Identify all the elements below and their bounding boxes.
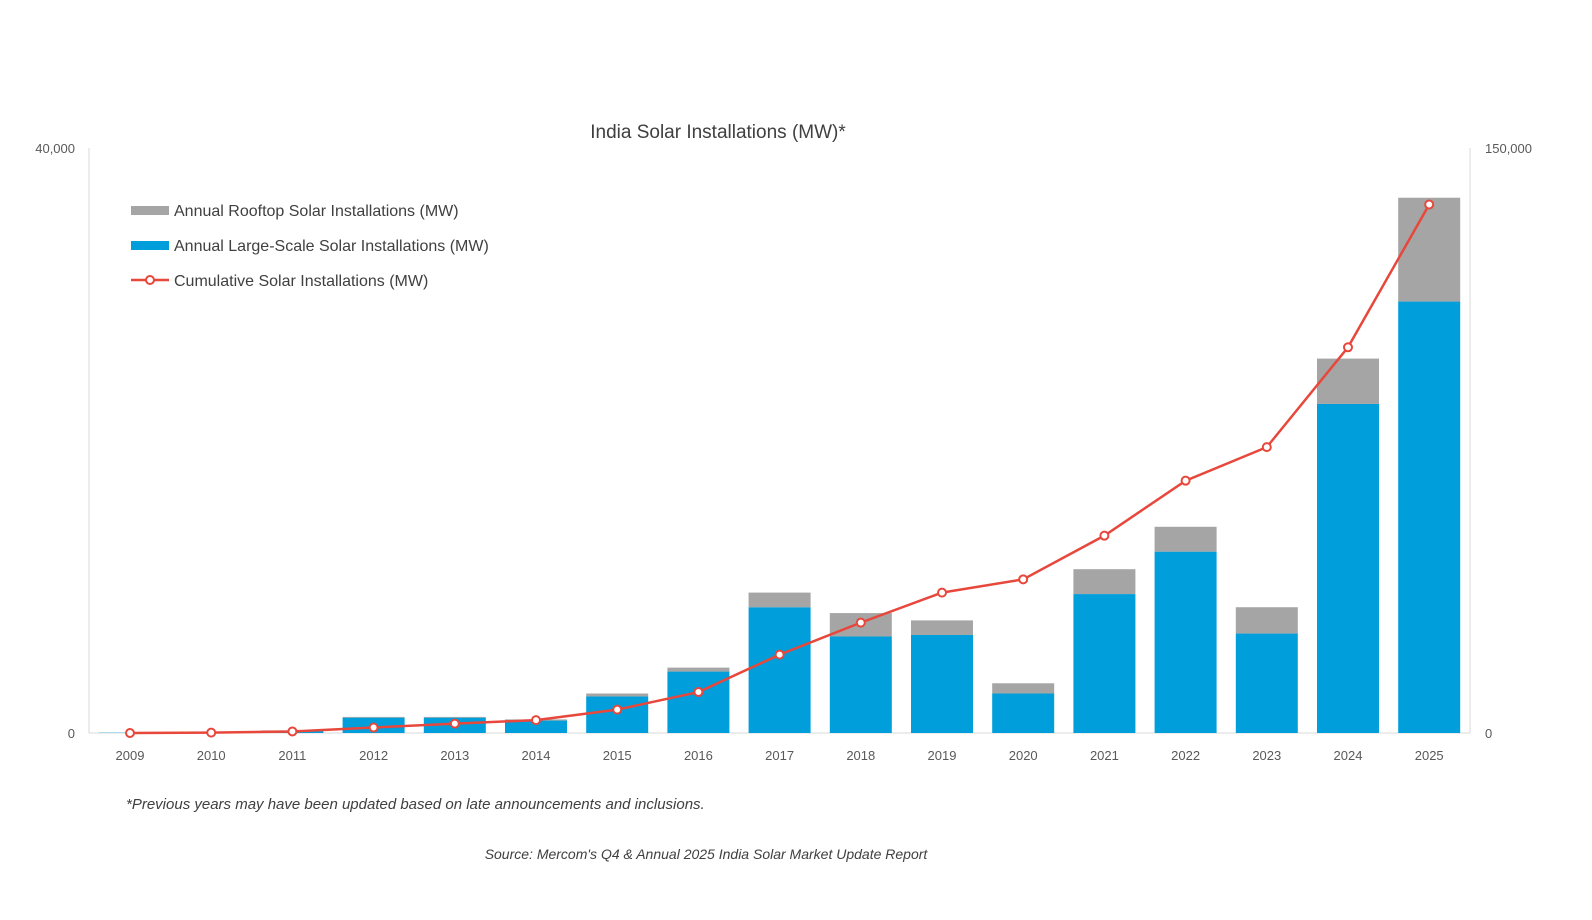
cumulative-point-2009 — [126, 729, 134, 737]
cumulative-point-2023 — [1263, 443, 1271, 451]
cumulative-point-2024 — [1344, 343, 1352, 351]
legend-label-large-scale: Annual Large-Scale Solar Installations (… — [174, 238, 489, 255]
bar-large-scale-2019 — [911, 635, 973, 733]
bar-large-scale-2015 — [586, 696, 648, 733]
cumulative-point-2014 — [532, 716, 540, 724]
cumulative-point-2025 — [1425, 201, 1433, 209]
cumulative-point-2013 — [451, 720, 459, 728]
bar-rooftop-2016 — [667, 668, 729, 672]
legend-marker-cumulative — [146, 276, 154, 284]
bar-rooftop-2024 — [1317, 359, 1379, 404]
chart-title: India Solar Installations (MW)* — [590, 122, 846, 143]
x-tick-label: 2010 — [197, 748, 226, 763]
cumulative-point-2022 — [1182, 477, 1190, 485]
x-tick-label: 2025 — [1415, 748, 1444, 763]
x-tick-label: 2012 — [359, 748, 388, 763]
bar-rooftop-2023 — [1236, 607, 1298, 633]
x-tick-label: 2015 — [603, 748, 632, 763]
x-tick-label: 2020 — [1009, 748, 1038, 763]
x-tick-label: 2009 — [116, 748, 145, 763]
bar-large-scale-2018 — [830, 636, 892, 733]
x-tick-label: 2019 — [928, 748, 957, 763]
footnote: *Previous years may have been updated ba… — [126, 796, 705, 813]
cumulative-point-2017 — [776, 651, 784, 659]
legend-swatch-large-scale — [131, 241, 169, 250]
bar-large-scale-2017 — [749, 607, 811, 733]
right-tick-zero: 0 — [1485, 726, 1492, 741]
cumulative-point-2019 — [938, 589, 946, 597]
x-tick-label: 2021 — [1090, 748, 1119, 763]
bar-rooftop-2012 — [343, 717, 405, 718]
bar-rooftop-2019 — [911, 620, 973, 635]
legend-label-cumulative: Cumulative Solar Installations (MW) — [174, 273, 428, 290]
x-tick-label: 2016 — [684, 748, 713, 763]
bar-rooftop-2013 — [424, 717, 486, 718]
cumulative-point-2016 — [694, 688, 702, 696]
cumulative-point-2018 — [857, 619, 865, 627]
bar-large-scale-2025 — [1398, 302, 1460, 733]
x-tick-label: 2017 — [765, 748, 794, 763]
source-note: Source: Mercom's Q4 & Annual 2025 India … — [485, 846, 929, 862]
cumulative-point-2020 — [1019, 575, 1027, 583]
bar-rooftop-2020 — [992, 683, 1054, 693]
left-tick-max: 40,000 — [35, 141, 75, 156]
left-tick-zero: 0 — [68, 726, 75, 741]
cumulative-point-2021 — [1100, 532, 1108, 540]
cumulative-point-2015 — [613, 706, 621, 714]
x-tick-label: 2024 — [1334, 748, 1363, 763]
bar-large-scale-2023 — [1236, 634, 1298, 733]
legend-label-rooftop: Annual Rooftop Solar Installations (MW) — [174, 203, 459, 220]
x-tick-label: 2011 — [278, 748, 306, 763]
cumulative-point-2010 — [207, 729, 215, 737]
bar-rooftop-2015 — [586, 694, 648, 697]
legend-swatch-rooftop — [131, 206, 169, 215]
bar-rooftop-2017 — [749, 593, 811, 608]
bar-rooftop-2021 — [1073, 569, 1135, 594]
bar-large-scale-2020 — [992, 694, 1054, 733]
x-tick-label: 2023 — [1252, 748, 1281, 763]
x-tick-label: 2013 — [440, 748, 469, 763]
bar-rooftop-2022 — [1155, 527, 1217, 552]
bar-large-scale-2024 — [1317, 404, 1379, 733]
bar-rooftop-2025 — [1398, 198, 1460, 302]
x-tick-label: 2022 — [1171, 748, 1200, 763]
x-tick-label: 2018 — [846, 748, 875, 763]
x-tick-label: 2014 — [522, 748, 551, 763]
legend: Annual Rooftop Solar Installations (MW) … — [131, 203, 489, 290]
cumulative-point-2011 — [288, 727, 296, 735]
bar-large-scale-2021 — [1073, 594, 1135, 733]
cumulative-point-2012 — [370, 724, 378, 732]
bar-large-scale-2022 — [1155, 552, 1217, 733]
right-tick-max: 150,000 — [1485, 141, 1532, 156]
